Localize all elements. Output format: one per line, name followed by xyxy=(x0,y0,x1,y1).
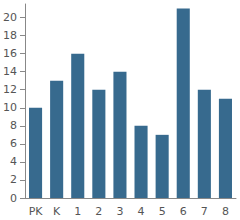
svg-text:4: 4 xyxy=(138,205,145,218)
svg-text:10: 10 xyxy=(3,101,17,114)
svg-text:7: 7 xyxy=(201,205,208,218)
svg-text:6: 6 xyxy=(10,137,17,150)
svg-text:18: 18 xyxy=(3,29,17,42)
svg-text:5: 5 xyxy=(159,205,166,218)
svg-text:1: 1 xyxy=(74,205,81,218)
svg-text:3: 3 xyxy=(116,205,123,218)
svg-text:20: 20 xyxy=(3,11,17,24)
svg-text:6: 6 xyxy=(180,205,187,218)
svg-text:2: 2 xyxy=(95,205,102,218)
svg-text:0: 0 xyxy=(10,192,17,205)
svg-text:8: 8 xyxy=(222,205,229,218)
svg-text:16: 16 xyxy=(3,47,17,60)
svg-text:14: 14 xyxy=(3,65,17,78)
svg-text:8: 8 xyxy=(10,119,17,132)
svg-text:PK: PK xyxy=(29,205,44,218)
svg-text:12: 12 xyxy=(3,83,17,96)
svg-text:2: 2 xyxy=(10,173,17,186)
svg-text:K: K xyxy=(53,205,61,218)
svg-text:4: 4 xyxy=(10,155,17,168)
